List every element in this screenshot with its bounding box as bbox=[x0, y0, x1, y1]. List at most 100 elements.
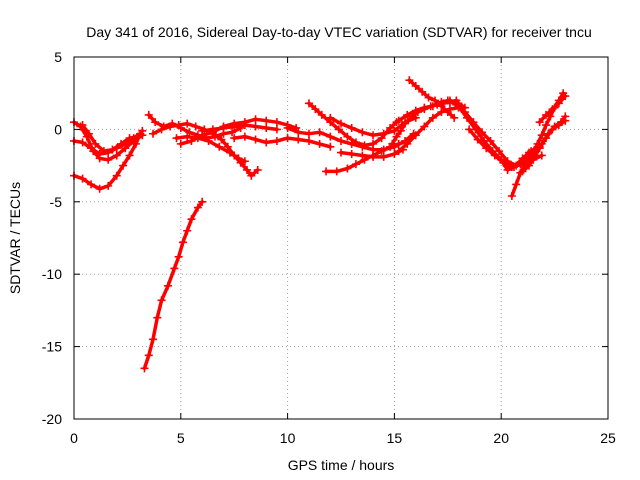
x-tick-label: 10 bbox=[280, 430, 296, 446]
data-point bbox=[548, 125, 557, 134]
data-point bbox=[240, 121, 249, 130]
data-point bbox=[223, 142, 232, 151]
series-track-10 bbox=[198, 121, 281, 135]
data-point bbox=[183, 119, 192, 128]
data-point bbox=[294, 135, 303, 144]
data-point bbox=[465, 125, 474, 134]
data-point bbox=[104, 181, 113, 190]
data-point bbox=[204, 136, 213, 145]
data-point bbox=[369, 131, 378, 140]
y-tick-label: 0 bbox=[54, 121, 62, 137]
data-point bbox=[174, 121, 183, 130]
data-point bbox=[304, 99, 313, 108]
data-point bbox=[112, 171, 121, 180]
x-tick-label: 25 bbox=[600, 430, 616, 446]
series-track-27 bbox=[535, 92, 570, 127]
data-series bbox=[70, 76, 570, 373]
data-point bbox=[151, 118, 160, 127]
data-point bbox=[215, 142, 224, 151]
chart-title: Day 341 of 2016, Sidereal Day-to-day VTE… bbox=[86, 24, 592, 40]
data-point bbox=[119, 161, 128, 170]
series-track-20 bbox=[394, 103, 463, 156]
data-point bbox=[243, 165, 252, 174]
data-point bbox=[272, 136, 281, 145]
data-point bbox=[78, 121, 87, 130]
data-point bbox=[445, 105, 454, 114]
x-tick-label: 15 bbox=[387, 430, 403, 446]
data-point bbox=[377, 147, 386, 156]
data-point bbox=[87, 144, 96, 153]
data-point bbox=[529, 154, 538, 163]
data-point bbox=[535, 118, 544, 127]
data-point bbox=[193, 203, 202, 212]
data-point bbox=[172, 134, 181, 143]
data-point bbox=[347, 150, 356, 159]
data-point bbox=[379, 152, 388, 161]
series-line bbox=[232, 134, 333, 149]
data-point bbox=[99, 147, 108, 156]
data-point bbox=[428, 102, 437, 111]
data-point bbox=[315, 139, 324, 148]
data-point bbox=[554, 121, 563, 130]
data-point bbox=[503, 165, 512, 174]
data-point bbox=[193, 134, 202, 143]
data-point bbox=[343, 132, 352, 141]
y-axis-label: SDTVAR / TECUs bbox=[7, 182, 23, 294]
axis-ticks bbox=[73, 56, 609, 420]
data-point bbox=[262, 116, 271, 125]
data-point bbox=[420, 122, 429, 131]
series-track-5 bbox=[140, 197, 207, 373]
data-point bbox=[326, 132, 335, 141]
data-point bbox=[95, 184, 104, 193]
data-point bbox=[450, 113, 459, 122]
data-point bbox=[428, 113, 437, 122]
data-point bbox=[191, 122, 200, 131]
data-point bbox=[125, 134, 134, 143]
data-point bbox=[454, 102, 463, 111]
data-point bbox=[394, 116, 403, 125]
data-point bbox=[542, 134, 551, 143]
data-point bbox=[283, 123, 292, 132]
x-tick-label: 5 bbox=[177, 430, 185, 446]
data-point bbox=[405, 76, 414, 85]
data-point bbox=[437, 97, 446, 106]
x-tick-label: 20 bbox=[493, 430, 509, 446]
data-point bbox=[304, 129, 313, 138]
data-point bbox=[388, 139, 397, 148]
data-point bbox=[358, 151, 367, 160]
series-track-11 bbox=[230, 132, 335, 151]
data-point bbox=[392, 132, 401, 141]
series-track-16 bbox=[337, 145, 407, 161]
data-point bbox=[138, 126, 147, 135]
data-point bbox=[234, 154, 243, 163]
data-point bbox=[217, 135, 226, 144]
data-point bbox=[351, 138, 360, 147]
data-point bbox=[140, 364, 149, 373]
series-track-9 bbox=[172, 132, 249, 166]
data-point bbox=[178, 238, 187, 247]
data-point bbox=[208, 125, 217, 134]
data-point bbox=[163, 281, 172, 290]
series-line bbox=[307, 101, 399, 148]
data-point bbox=[499, 158, 508, 167]
data-point bbox=[334, 125, 343, 134]
data-point bbox=[176, 139, 185, 148]
data-point bbox=[548, 105, 557, 114]
data-point bbox=[198, 126, 207, 135]
data-point bbox=[379, 129, 388, 138]
series-track-4 bbox=[70, 126, 147, 193]
y-tick-label: 5 bbox=[54, 49, 62, 65]
data-point bbox=[343, 164, 352, 173]
data-point bbox=[390, 150, 399, 159]
data-point bbox=[443, 96, 452, 105]
series-line bbox=[80, 123, 140, 153]
data-point bbox=[418, 87, 427, 96]
grid-lines bbox=[74, 57, 608, 419]
data-point bbox=[166, 122, 175, 131]
data-point bbox=[347, 123, 356, 132]
series-track-8 bbox=[176, 115, 301, 148]
data-point bbox=[230, 134, 239, 143]
data-point bbox=[183, 226, 192, 235]
data-point bbox=[396, 126, 405, 135]
data-point bbox=[337, 119, 345, 128]
